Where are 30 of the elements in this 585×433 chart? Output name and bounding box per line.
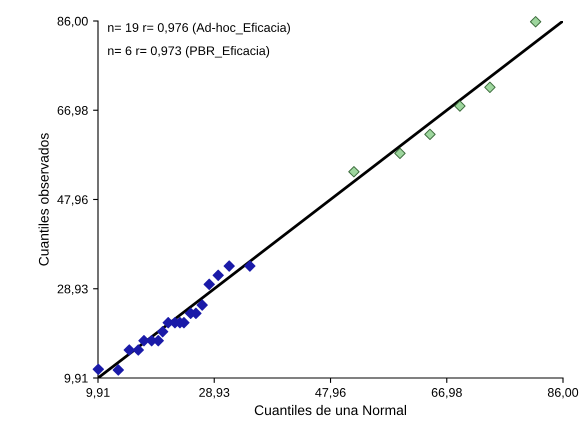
y-axis-title: Cuantiles observados [38,133,49,266]
x-tick-label: 9,91 [86,388,110,398]
point [92,364,104,375]
point [424,128,436,140]
y-tick-label: 47,96 [57,195,88,206]
point [244,260,256,272]
point [224,260,235,272]
y-tick-label: 66,98 [58,106,88,116]
point [132,344,144,356]
point [204,278,215,290]
point [454,100,466,112]
annotation: n= 6 r= 0,973 (PBR_Eficacia) [108,46,270,58]
point [156,326,168,338]
x-tick-label: 86,00 [548,388,578,398]
point [484,82,496,94]
point [530,16,542,28]
point [348,166,360,178]
point [394,148,406,160]
point [112,364,124,376]
y-tick-label: 86,00 [58,16,88,28]
x-tick-label: 66,98 [432,388,462,398]
point [196,299,208,311]
x-tick-label: 28,93 [199,388,230,398]
x-tick-label: 47,96 [315,388,346,398]
point [212,270,224,282]
x-axis-title: Cuantiles de una Normal [254,404,406,416]
point [124,344,135,356]
y-tick-label: 28,93 [58,284,88,295]
annotation: n= 19 r= 0,976 (Ad-hoc_Eficacia) [108,22,290,34]
y-tick-label: 9,91 [64,374,88,384]
